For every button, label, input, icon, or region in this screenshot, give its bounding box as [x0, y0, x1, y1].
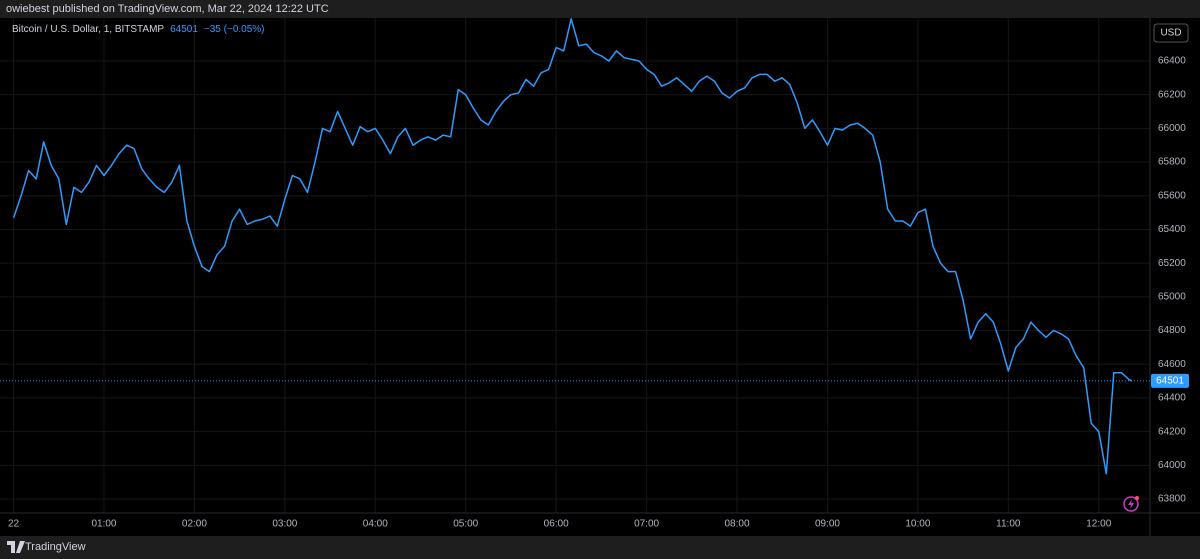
x-tick-label: 04:00	[363, 519, 388, 530]
x-tick-label: 07:00	[634, 519, 659, 530]
y-tick-label: 64600	[1158, 359, 1186, 370]
y-tick-label: 65600	[1158, 190, 1186, 201]
x-tick-label: 10:00	[905, 519, 930, 530]
x-tick-label: 02:00	[182, 519, 207, 530]
last-price-tag	[1151, 373, 1189, 388]
x-tick-label: 01:00	[91, 519, 116, 530]
price-change: −35 (−0.05%)	[203, 24, 265, 35]
y-tick-label: 64000	[1158, 460, 1186, 471]
x-tick-label: 06:00	[544, 519, 569, 530]
x-tick-label: 09:00	[815, 519, 840, 530]
x-tick-label: 03:00	[272, 519, 297, 530]
chart-bg	[0, 18, 1200, 536]
published-text: owiebest published on TradingView.com, M…	[6, 3, 329, 15]
y-tick-label: 64200	[1158, 426, 1186, 437]
y-tick-label: 66400	[1158, 56, 1186, 67]
published-bar: owiebest published on TradingView.com, M…	[0, 0, 1200, 18]
y-tick-label: 65000	[1158, 291, 1186, 302]
y-tick-label: 65200	[1158, 258, 1186, 269]
footer: TradingView	[0, 536, 1200, 559]
symbol: Bitcoin / U.S. Dollar, 1, BITSTAMP	[12, 24, 165, 35]
y-tick-label: 65800	[1158, 157, 1186, 168]
y-tick-label: 66200	[1158, 89, 1186, 100]
x-tick-label: 08:00	[725, 519, 750, 530]
y-tick-label: 63800	[1158, 494, 1186, 505]
legend: Bitcoin / U.S. Dollar, 1, BITSTAMP 64501−…	[12, 24, 265, 35]
last-price-label: 64501	[1156, 376, 1184, 387]
currency-box[interactable]	[1153, 23, 1189, 43]
y-tick-label: 66000	[1158, 123, 1186, 134]
y-tick-label: 65400	[1158, 224, 1186, 235]
y-tick-label: 64400	[1158, 393, 1186, 404]
brand: TradingView	[25, 541, 86, 553]
last-price: 64501	[170, 24, 198, 35]
y-tick-label: 64800	[1158, 325, 1186, 336]
x-tick-label: 05:00	[453, 519, 478, 530]
lightning-icon[interactable]	[1123, 496, 1139, 512]
tv-logo	[7, 541, 25, 553]
x-tick-label: 11:00	[996, 519, 1021, 530]
x-tick-label: 12:00	[1086, 519, 1111, 530]
currency: USD	[1160, 28, 1181, 39]
chart: USD 63800 64000 64200 64400 64600 64800 65000 6…	[0, 18, 1200, 536]
price-line	[12, 18, 1133, 475]
x-tick-label: 22	[8, 519, 20, 530]
